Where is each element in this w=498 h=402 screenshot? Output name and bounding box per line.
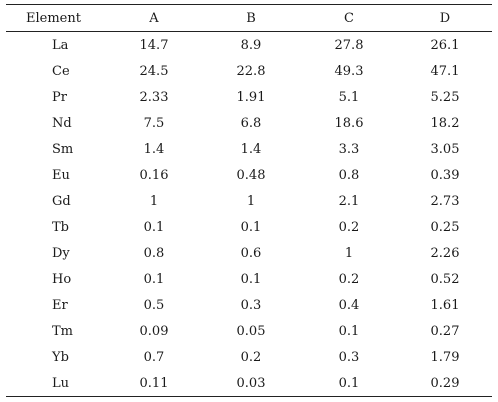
value-cell: 0.2: [338, 219, 360, 235]
value-cell: 1.4: [240, 141, 262, 157]
column-header-a: A: [149, 10, 159, 26]
element-cell: Gd: [52, 193, 71, 209]
element-cell: Er: [52, 297, 68, 313]
value-cell: 2.26: [430, 245, 460, 261]
value-cell: 0.8: [338, 167, 360, 183]
value-cell: 1: [344, 245, 354, 261]
value-cell: 47.1: [430, 63, 460, 79]
column-header-element: Element: [26, 10, 81, 26]
value-cell: 0.3: [338, 349, 360, 365]
data-table: Element A B C D La 14.7 8.9 27.8 26.1 Ce 24.5 2…: [6, 4, 492, 397]
table-row: Ce 24.5 22.8 49.3 47.1: [6, 58, 492, 84]
table-row: Ho 0.1 0.1 0.2 0.52: [6, 266, 492, 292]
table-row: Pr 2.33 1.91 5.1 5.25: [6, 84, 492, 110]
element-cell: Pr: [52, 89, 67, 105]
table-row: La 14.7 8.9 27.8 26.1: [6, 32, 492, 59]
value-cell: 0.05: [236, 323, 266, 339]
value-cell: 0.27: [430, 323, 460, 339]
value-cell: 0.48: [236, 167, 266, 183]
value-cell: 26.1: [430, 37, 460, 53]
value-cell: 0.3: [240, 297, 262, 313]
element-cell: Tm: [52, 323, 73, 339]
header-row: Element A B C D: [6, 4, 492, 32]
value-cell: 0.16: [139, 167, 169, 183]
value-cell: 0.8: [143, 245, 165, 261]
table-row: Nd 7.5 6.8 18.6 18.2: [6, 110, 492, 136]
value-cell: 0.2: [338, 271, 360, 287]
element-cell: Lu: [52, 375, 70, 391]
value-cell: 0.5: [143, 297, 165, 313]
value-cell: 2.1: [338, 193, 360, 209]
table-row: Tm 0.09 0.05 0.1 0.27: [6, 318, 492, 344]
table-row: Gd 1 1 2.1 2.73: [6, 188, 492, 214]
value-cell: 2.33: [139, 89, 169, 105]
element-cell: Yb: [52, 349, 69, 365]
value-cell: 1.4: [143, 141, 165, 157]
element-cell: Ce: [52, 63, 70, 79]
value-cell: 3.05: [430, 141, 460, 157]
table-row: Tb 0.1 0.1 0.2 0.25: [6, 214, 492, 240]
table-container: Element A B C D La 14.7 8.9 27.8 26.1 Ce 24.5 2…: [6, 4, 492, 397]
value-cell: 0.52: [430, 271, 460, 287]
value-cell: 1: [246, 193, 256, 209]
value-cell: 1: [149, 193, 159, 209]
value-cell: 0.29: [430, 375, 460, 391]
value-cell: 0.2: [240, 349, 262, 365]
table-row: Lu 0.11 0.03 0.1 0.29: [6, 370, 492, 397]
table-row: Er 0.5 0.3 0.4 1.61: [6, 292, 492, 318]
element-cell: Tb: [52, 219, 69, 235]
value-cell: 0.1: [338, 375, 360, 391]
table-header: Element A B C D: [6, 4, 492, 32]
value-cell: 8.9: [240, 37, 262, 53]
table-body: La 14.7 8.9 27.8 26.1 Ce 24.5 22.8 49.3 47.1 Pr 2.3…: [6, 32, 492, 397]
value-cell: 22.8: [236, 63, 266, 79]
column-header-b: B: [246, 10, 256, 26]
column-header-d: D: [439, 10, 451, 26]
value-cell: 18.6: [334, 115, 364, 131]
value-cell: 0.4: [338, 297, 360, 313]
value-cell: 0.1: [143, 271, 165, 287]
value-cell: 6.8: [240, 115, 262, 131]
value-cell: 0.03: [236, 375, 266, 391]
value-cell: 18.2: [430, 115, 460, 131]
table-row: Sm 1.4 1.4 3.3 3.05: [6, 136, 492, 162]
column-header-c: C: [344, 10, 354, 26]
value-cell: 3.3: [338, 141, 360, 157]
value-cell: 27.8: [334, 37, 364, 53]
element-cell: Dy: [52, 245, 70, 261]
value-cell: 0.1: [240, 271, 262, 287]
value-cell: 5.25: [430, 89, 460, 105]
value-cell: 2.73: [430, 193, 460, 209]
value-cell: 7.5: [143, 115, 165, 131]
value-cell: 1.79: [430, 349, 460, 365]
value-cell: 14.7: [139, 37, 169, 53]
value-cell: 0.7: [143, 349, 165, 365]
value-cell: 1.91: [236, 89, 266, 105]
value-cell: 0.1: [338, 323, 360, 339]
element-cell: Eu: [52, 167, 70, 183]
element-cell: La: [52, 37, 69, 53]
value-cell: 0.6: [240, 245, 262, 261]
value-cell: 0.25: [430, 219, 460, 235]
value-cell: 0.09: [139, 323, 169, 339]
element-cell: Sm: [52, 141, 74, 157]
value-cell: 5.1: [338, 89, 360, 105]
value-cell: 24.5: [139, 63, 169, 79]
element-cell: Ho: [52, 271, 72, 287]
value-cell: 0.39: [430, 167, 460, 183]
value-cell: 49.3: [334, 63, 364, 79]
value-cell: 0.1: [240, 219, 262, 235]
table-row: Dy 0.8 0.6 1 2.26: [6, 240, 492, 266]
table-row: Eu 0.16 0.48 0.8 0.39: [6, 162, 492, 188]
element-cell: Nd: [52, 115, 72, 131]
value-cell: 1.61: [430, 297, 460, 313]
table-row: Yb 0.7 0.2 0.3 1.79: [6, 344, 492, 370]
value-cell: 0.1: [143, 219, 165, 235]
value-cell: 0.11: [139, 375, 169, 391]
